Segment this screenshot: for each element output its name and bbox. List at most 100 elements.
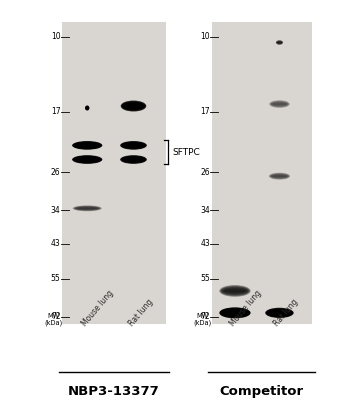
- Text: MW
(kDa): MW (kDa): [194, 313, 212, 326]
- Text: 72: 72: [51, 312, 61, 321]
- Ellipse shape: [269, 173, 289, 179]
- Ellipse shape: [267, 309, 292, 316]
- Ellipse shape: [122, 143, 145, 148]
- Ellipse shape: [277, 42, 282, 43]
- Ellipse shape: [122, 157, 145, 162]
- Text: SFTPC: SFTPC: [172, 148, 200, 156]
- Ellipse shape: [221, 308, 249, 317]
- Ellipse shape: [277, 41, 282, 44]
- Ellipse shape: [74, 206, 100, 210]
- Ellipse shape: [220, 308, 250, 318]
- Ellipse shape: [74, 157, 100, 162]
- Ellipse shape: [272, 175, 287, 177]
- Ellipse shape: [220, 286, 250, 296]
- Text: Rat lung: Rat lung: [273, 298, 300, 328]
- Ellipse shape: [124, 158, 143, 161]
- Ellipse shape: [277, 42, 282, 43]
- Text: 17: 17: [51, 108, 61, 116]
- Ellipse shape: [85, 107, 89, 109]
- Ellipse shape: [73, 206, 101, 211]
- Ellipse shape: [270, 312, 289, 313]
- Ellipse shape: [266, 309, 293, 317]
- Ellipse shape: [73, 142, 101, 149]
- Text: Mouse lung: Mouse lung: [80, 289, 115, 328]
- Ellipse shape: [76, 144, 98, 147]
- Ellipse shape: [224, 312, 246, 314]
- Ellipse shape: [72, 141, 103, 150]
- Ellipse shape: [121, 156, 146, 163]
- Ellipse shape: [277, 41, 282, 44]
- Ellipse shape: [85, 106, 89, 110]
- Ellipse shape: [269, 311, 290, 315]
- Ellipse shape: [125, 144, 142, 146]
- Ellipse shape: [123, 158, 143, 161]
- Text: MW
(kDa): MW (kDa): [44, 313, 63, 326]
- Ellipse shape: [269, 311, 290, 314]
- Ellipse shape: [125, 159, 142, 160]
- Ellipse shape: [122, 142, 145, 148]
- Ellipse shape: [221, 286, 249, 296]
- Ellipse shape: [271, 102, 288, 106]
- Ellipse shape: [271, 102, 288, 106]
- Ellipse shape: [85, 106, 89, 110]
- Ellipse shape: [76, 207, 98, 210]
- Ellipse shape: [270, 312, 289, 314]
- Ellipse shape: [123, 157, 144, 162]
- Ellipse shape: [267, 310, 292, 316]
- Ellipse shape: [270, 101, 289, 107]
- Ellipse shape: [121, 156, 146, 164]
- Ellipse shape: [124, 104, 143, 108]
- Ellipse shape: [75, 143, 99, 148]
- Ellipse shape: [269, 173, 290, 179]
- Ellipse shape: [224, 290, 246, 292]
- Text: Rat lung: Rat lung: [127, 298, 154, 328]
- Text: 43: 43: [200, 239, 210, 248]
- Ellipse shape: [74, 142, 100, 148]
- Ellipse shape: [120, 155, 147, 164]
- Ellipse shape: [73, 142, 102, 149]
- Ellipse shape: [76, 158, 98, 161]
- Ellipse shape: [265, 308, 294, 318]
- Ellipse shape: [77, 159, 98, 160]
- Ellipse shape: [122, 156, 145, 162]
- Text: Competitor: Competitor: [220, 385, 304, 398]
- Ellipse shape: [276, 41, 283, 44]
- Ellipse shape: [121, 101, 146, 111]
- Ellipse shape: [75, 206, 99, 210]
- Ellipse shape: [74, 206, 101, 211]
- Ellipse shape: [77, 144, 98, 146]
- Ellipse shape: [120, 141, 147, 150]
- Ellipse shape: [223, 311, 247, 315]
- Ellipse shape: [269, 100, 289, 108]
- Text: 43: 43: [51, 239, 61, 248]
- Ellipse shape: [221, 287, 249, 295]
- Text: 17: 17: [200, 108, 210, 116]
- Text: Mouse lung: Mouse lung: [228, 289, 263, 328]
- Ellipse shape: [85, 106, 89, 110]
- Ellipse shape: [125, 105, 142, 107]
- Ellipse shape: [73, 156, 102, 164]
- Ellipse shape: [75, 157, 99, 162]
- Ellipse shape: [122, 102, 145, 110]
- Ellipse shape: [270, 174, 289, 179]
- Ellipse shape: [266, 308, 293, 318]
- Ellipse shape: [272, 102, 287, 106]
- Ellipse shape: [221, 309, 249, 317]
- Ellipse shape: [124, 104, 143, 108]
- Text: 10: 10: [51, 32, 61, 41]
- Ellipse shape: [125, 159, 142, 160]
- Text: 55: 55: [51, 274, 61, 283]
- Text: 26: 26: [200, 168, 210, 177]
- Text: 10: 10: [200, 32, 210, 41]
- Ellipse shape: [270, 101, 289, 107]
- Ellipse shape: [277, 42, 282, 44]
- Ellipse shape: [75, 207, 99, 210]
- Ellipse shape: [222, 310, 248, 316]
- Ellipse shape: [271, 174, 288, 178]
- Ellipse shape: [276, 40, 283, 45]
- Ellipse shape: [222, 288, 247, 294]
- Ellipse shape: [76, 144, 99, 147]
- Ellipse shape: [73, 205, 102, 211]
- Ellipse shape: [268, 310, 291, 316]
- Ellipse shape: [219, 307, 251, 318]
